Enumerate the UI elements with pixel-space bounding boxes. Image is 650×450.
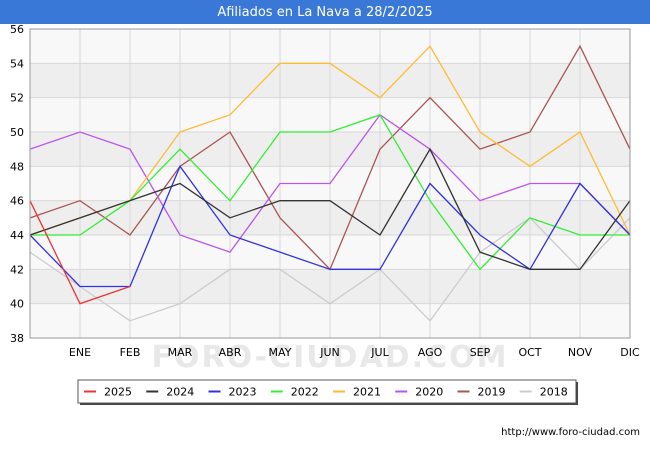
- legend-label-2020: 2020: [415, 386, 443, 399]
- x-tick-label: JUL: [370, 346, 389, 359]
- y-tick-label: 46: [10, 195, 24, 208]
- x-tick-label: AGO: [418, 346, 443, 359]
- y-tick-label: 52: [10, 92, 24, 105]
- x-tick-label: DIC: [620, 346, 640, 359]
- y-tick-label: 50: [10, 126, 24, 139]
- x-tick-label: OCT: [518, 346, 541, 359]
- watermark: FORO-CIUDAD.COM: [152, 340, 509, 375]
- legend: 2025 2024 2023 2022 2021 2020 2019 2018: [77, 379, 578, 405]
- x-tick-label: SEP: [470, 346, 491, 359]
- x-tick-label: JUN: [319, 346, 340, 359]
- x-axis-ticks: ENE FEB MAR ABR MAY JUN JUL AGO SEP OCT NOV DIC: [69, 346, 640, 359]
- y-tick-label: 48: [10, 160, 24, 173]
- y-tick-label: 40: [10, 298, 24, 311]
- footer-url[interactable]: http://www.foro-ciudad.com: [501, 427, 640, 438]
- legend-label-2021: 2021: [353, 386, 381, 399]
- y-tick-label: 42: [10, 263, 24, 276]
- y-tick-label: 56: [10, 23, 24, 36]
- legend-label-2025: 2025: [104, 386, 132, 399]
- x-tick-label: NOV: [568, 346, 593, 359]
- y-tick-label: 38: [10, 332, 24, 345]
- x-tick-label: ABR: [219, 346, 242, 359]
- legend-label-2019: 2019: [478, 386, 506, 399]
- legend-box: [77, 379, 577, 404]
- legend-label-2018: 2018: [540, 386, 568, 399]
- y-axis-ticks: 38 40 42 44 46 48 50 52 54 56: [10, 23, 24, 345]
- legend-label-2023: 2023: [229, 386, 257, 399]
- series-line-2024: [29, 147, 631, 270]
- x-tick-label: MAY: [269, 346, 292, 359]
- y-tick-label: 44: [10, 229, 24, 242]
- x-tick-label: MAR: [168, 346, 193, 359]
- x-tick-label: ENE: [69, 346, 91, 359]
- x-tick-label: FEB: [120, 346, 141, 359]
- plot-border: [29, 28, 631, 339]
- series-lines: [29, 44, 631, 322]
- series-line-2020: [29, 113, 631, 253]
- chart-title: Afiliados en La Nava a 28/2/2025: [0, 0, 650, 24]
- series-line-2025: [29, 200, 131, 305]
- legend-label-2024: 2024: [166, 386, 194, 399]
- y-tick-label: 54: [10, 57, 24, 70]
- legend-label-2022: 2022: [291, 386, 319, 399]
